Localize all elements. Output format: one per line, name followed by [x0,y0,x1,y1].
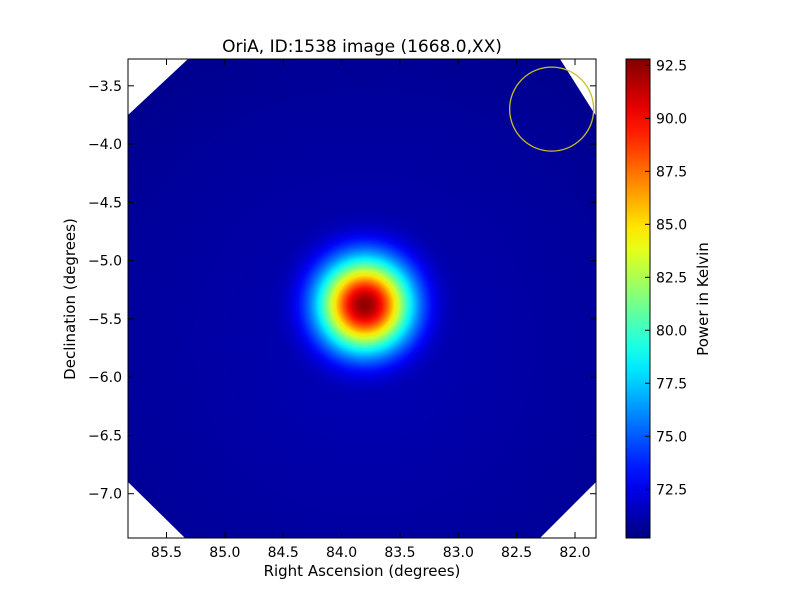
y-tick-label: −5.5 [88,312,122,328]
x-tick-label: 85.5 [151,545,182,561]
x-tick-label: 83.0 [443,545,474,561]
chart-title: OriA, ID:1538 image (1668.0,XX) [222,37,502,57]
x-axis-ticks: 85.5 85.0 84.5 84.0 83.5 83.0 82.5 82.0 [151,59,591,561]
colorbar-tick-label: 75.0 [656,429,687,445]
beam-circle-marker [508,66,595,152]
masked-corner-bottom-left [128,482,185,538]
masked-corner-top-right [560,59,596,116]
colorbar [625,58,651,539]
colorbar-tick-label: 82.5 [656,270,687,286]
source-emission [128,59,596,538]
y-tick-label: −3.5 [88,79,122,95]
y-tick-label: −5.0 [88,254,122,270]
x-tick-label: 84.5 [268,545,299,561]
colorbar-tick-label: 85.0 [656,217,687,233]
x-tick-label: 85.0 [209,545,240,561]
y-tick-label: −4.5 [88,195,122,211]
colorbar-tick-label: 92.5 [656,58,687,74]
colorbar-tick-label: 80.0 [656,323,687,339]
y-tick-label: −6.5 [88,428,122,444]
y-axis-ticks: −3.5 −4.0 −4.5 −5.0 −5.5 −6.0 −6.5 −7.0 [88,79,596,503]
plot-area [128,59,596,538]
masked-corner-bottom-right [540,482,596,538]
colorbar-ticks: 72.5 75.0 77.5 80.0 82.5 85.0 87.5 90.0 92.5 [645,58,687,498]
x-tick-label: 83.5 [384,545,415,561]
y-axis-label: Declination (degrees) [61,218,79,380]
colorbar-label: Power in Kelvin [694,242,712,356]
y-tick-label: −4.0 [88,137,122,153]
x-axis-label: Right Ascension (degrees) [264,562,461,580]
y-tick-label: −6.0 [88,370,122,386]
x-tick-label: 84.0 [326,545,357,561]
masked-corner-top-left [128,59,188,115]
colorbar-tick-label: 87.5 [656,164,687,180]
colorbar-tick-label: 72.5 [656,482,687,498]
colorbar-tick-label: 90.0 [656,111,687,127]
x-tick-label: 82.5 [501,545,532,561]
colorbar-tick-label: 77.5 [656,376,687,392]
plot-frame [127,58,597,539]
y-tick-label: −7.0 [88,487,122,503]
x-tick-label: 82.0 [559,545,590,561]
